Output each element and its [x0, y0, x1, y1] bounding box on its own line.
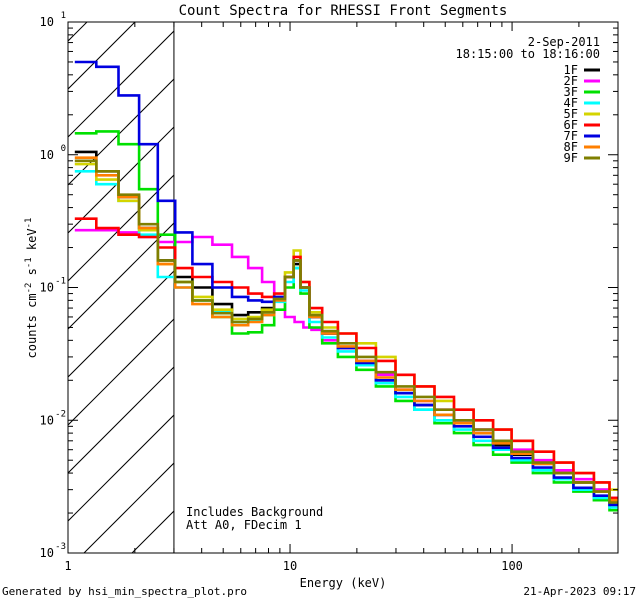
- series-lines: [74, 60, 618, 512]
- legend-label-5F: 5F: [564, 107, 578, 121]
- legend-label-9F: 9F: [564, 151, 578, 165]
- y-label-exp2: -1: [24, 257, 34, 268]
- y-tick-exponent: 1: [61, 11, 66, 21]
- legend-label-2F: 2F: [564, 74, 578, 88]
- y-tick-label: 10: [40, 546, 54, 560]
- hatch-line: [68, 318, 174, 426]
- annotation-background: Includes Background: [186, 505, 323, 519]
- hatch-line: [68, 22, 136, 90]
- x-axis: 1 10 100: [64, 22, 619, 573]
- series-2F-line: [74, 228, 618, 500]
- footer-generator: Generated by hsi_min_spectra_plot.pro: [2, 585, 247, 598]
- y-label-base: counts cm: [25, 293, 39, 358]
- hatch-line: [68, 414, 174, 522]
- y-label-mid: s: [25, 268, 39, 282]
- y-tick-label: 10: [40, 15, 54, 29]
- x-tick-label: 10: [283, 559, 297, 573]
- date-label: 2-Sep-2011: [528, 35, 600, 49]
- hatch-line: [68, 78, 174, 186]
- x-tick-label: 100: [501, 559, 523, 573]
- y-axis-label: counts cm-2 s-1 keV-1: [24, 218, 39, 359]
- y-tick-exponent: 0: [61, 144, 66, 154]
- hatch-line: [68, 222, 174, 330]
- y-label-exp1: -2: [24, 283, 34, 294]
- y-tick-exponent: -1: [55, 277, 66, 287]
- hatch-line: [68, 366, 174, 474]
- legend-label-8F: 8F: [564, 140, 578, 154]
- chart-title: Count Spectra for RHESSI Front Segments: [179, 3, 508, 19]
- footer-timestamp: 21-Apr-2023 09:17: [523, 585, 636, 598]
- y-label-exp3: -1: [24, 218, 34, 229]
- legend-label-3F: 3F: [564, 85, 578, 99]
- y-tick-label: 10: [40, 413, 54, 427]
- x-axis-label: Energy (keV): [300, 576, 387, 590]
- legend-label-4F: 4F: [564, 96, 578, 110]
- legend-label-6F: 6F: [564, 118, 578, 132]
- hatch-line: [68, 270, 174, 378]
- x-tick-label: 1: [64, 559, 71, 573]
- legend-label-7F: 7F: [564, 129, 578, 143]
- hatch-line: [68, 174, 174, 282]
- annotation-attenuator: Att A0, FDecim 1: [186, 518, 302, 532]
- y-tick-exponent: -2: [55, 409, 66, 419]
- time-range-label: 18:15:00 to 18:16:00: [456, 47, 601, 61]
- y-label-tail: keV: [25, 228, 39, 257]
- series-7F-line: [74, 60, 618, 507]
- y-tick-exponent: -3: [55, 542, 66, 552]
- series-9F-line: [74, 159, 618, 504]
- y-tick-label: 10: [40, 281, 54, 295]
- y-tick-label: 10: [40, 148, 54, 162]
- legend-label-1F: 1F: [564, 63, 578, 77]
